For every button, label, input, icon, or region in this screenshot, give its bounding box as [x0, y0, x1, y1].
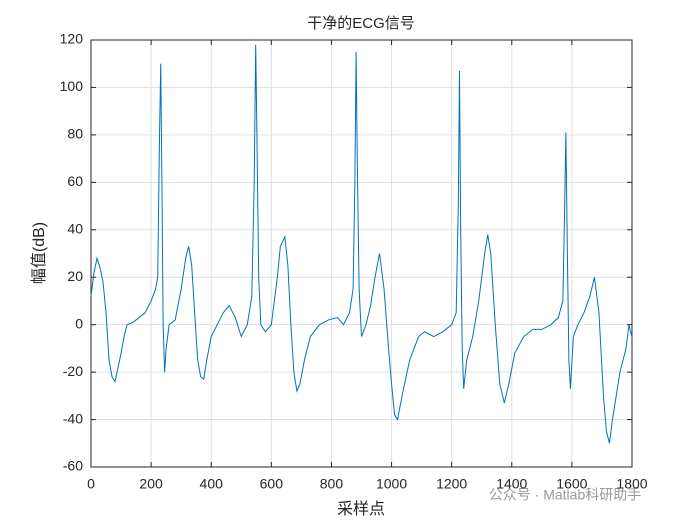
y-tick-label: 80: [67, 126, 83, 142]
y-axis-label: 幅值(dB): [30, 222, 48, 284]
x-tick-label: 1000: [376, 476, 407, 492]
plot-frame: [90, 39, 633, 468]
y-tick-label: -40: [63, 410, 83, 426]
chart-title: 干净的ECG信号: [307, 15, 415, 32]
x-tick-label: 1200: [436, 476, 467, 492]
y-tick-label: 60: [67, 173, 83, 189]
y-tick-label: 20: [67, 268, 83, 284]
y-tick-label: 120: [60, 31, 84, 47]
y-tick-label: 100: [60, 78, 84, 94]
x-tick-label: 1600: [556, 476, 587, 492]
x-tick-label: 600: [260, 476, 284, 492]
x-tick-label: 0: [87, 476, 95, 492]
line-series: [90, 44, 633, 444]
x-tick-label: 1400: [496, 476, 527, 492]
x-tick-label: 800: [320, 476, 344, 492]
watermark: 公众号 · Matlab科研助手: [489, 487, 641, 503]
y-tick-label: 40: [67, 220, 83, 236]
y-tick-label: -20: [63, 363, 83, 379]
x-tick-label: 1800: [616, 476, 647, 492]
x-axis-label: 采样点: [337, 500, 385, 518]
y-tick-label: -60: [63, 458, 83, 474]
x-tick-label: 400: [200, 476, 224, 492]
y-tick-label: 0: [75, 315, 83, 331]
x-tick-label: 200: [139, 476, 163, 492]
